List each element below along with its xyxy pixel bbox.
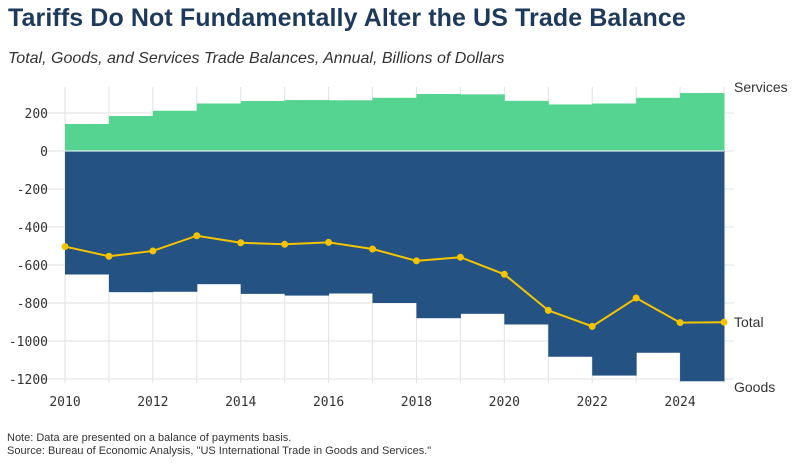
y-tick-label: -800 xyxy=(17,297,48,312)
services-bar xyxy=(504,100,549,151)
goods-bar xyxy=(196,151,242,285)
goods-bar xyxy=(548,151,593,357)
services-bar xyxy=(328,100,374,151)
goods-bar xyxy=(152,151,198,292)
total-point xyxy=(412,257,420,265)
total-point xyxy=(544,306,552,314)
goods-series-label: Goods xyxy=(734,379,775,395)
y-tick-label: -400 xyxy=(17,221,48,236)
total-point xyxy=(281,240,289,248)
total-point xyxy=(369,245,377,253)
total-point xyxy=(193,232,201,240)
chart-subtitle: Total, Goods, and Services Trade Balance… xyxy=(8,50,505,67)
services-bar xyxy=(548,104,593,151)
goods-bar xyxy=(284,151,330,296)
goods-bar xyxy=(460,151,505,314)
services-bar xyxy=(636,97,681,151)
goods-bar xyxy=(328,151,374,294)
x-tick-label: 2012 xyxy=(137,395,168,410)
goods-bar xyxy=(65,151,110,275)
services-series-label: Services xyxy=(734,79,788,95)
x-tick-label: 2018 xyxy=(401,395,432,410)
goods-bar xyxy=(592,151,637,376)
footer-note: Note: Data are presented on a balance of… xyxy=(7,432,292,444)
total-point xyxy=(500,270,508,278)
total-point xyxy=(676,319,684,327)
services-bar xyxy=(416,94,461,151)
x-tick-label: 2022 xyxy=(577,395,608,410)
goods-bar xyxy=(372,151,417,303)
x-tick-label: 2020 xyxy=(489,395,520,410)
goods-bar xyxy=(416,151,461,319)
goods-bar xyxy=(680,151,725,382)
services-bar xyxy=(460,94,505,151)
services-bar xyxy=(284,100,330,151)
total-line xyxy=(64,234,725,328)
x-tick-label: 2016 xyxy=(313,395,344,410)
x-tick-label: 2024 xyxy=(664,395,695,410)
goods-bar xyxy=(240,151,286,294)
services-bar xyxy=(196,103,242,151)
y-tick-label: -200 xyxy=(17,183,48,198)
y-tick-label: 0 xyxy=(40,145,48,160)
total-point xyxy=(325,238,333,246)
chart-title: Tariffs Do Not Fundamentally Alter the U… xyxy=(8,4,686,32)
total-point xyxy=(105,252,113,260)
y-tick-label: -1200 xyxy=(9,373,48,388)
total-point xyxy=(632,294,640,302)
services-bar xyxy=(240,101,286,151)
services-bar xyxy=(592,103,637,151)
total-point xyxy=(456,253,464,261)
y-tick-label: -600 xyxy=(17,259,48,274)
goods-bar xyxy=(636,151,681,353)
total-series-label: Total xyxy=(734,314,764,330)
total-point xyxy=(237,239,245,247)
goods-bar xyxy=(108,151,154,293)
footer-source: Source: Bureau of Economic Analysis, "US… xyxy=(7,445,432,457)
services-bar xyxy=(152,110,198,151)
services-bar xyxy=(680,93,725,151)
goods-bar xyxy=(504,151,549,325)
total-point xyxy=(149,247,157,255)
chart-footer: Note: Data are presented on a balance of… xyxy=(7,432,431,458)
x-tick-label: 2014 xyxy=(225,395,256,410)
y-tick-label: 200 xyxy=(25,107,48,122)
total-point xyxy=(720,318,728,326)
y-tick-label: -1000 xyxy=(9,335,48,350)
services-bar xyxy=(372,97,417,151)
services-bar xyxy=(108,116,154,151)
total-point xyxy=(61,243,69,251)
x-tick-label: 2010 xyxy=(49,395,80,410)
services-bar xyxy=(65,124,110,151)
total-point xyxy=(588,322,596,330)
